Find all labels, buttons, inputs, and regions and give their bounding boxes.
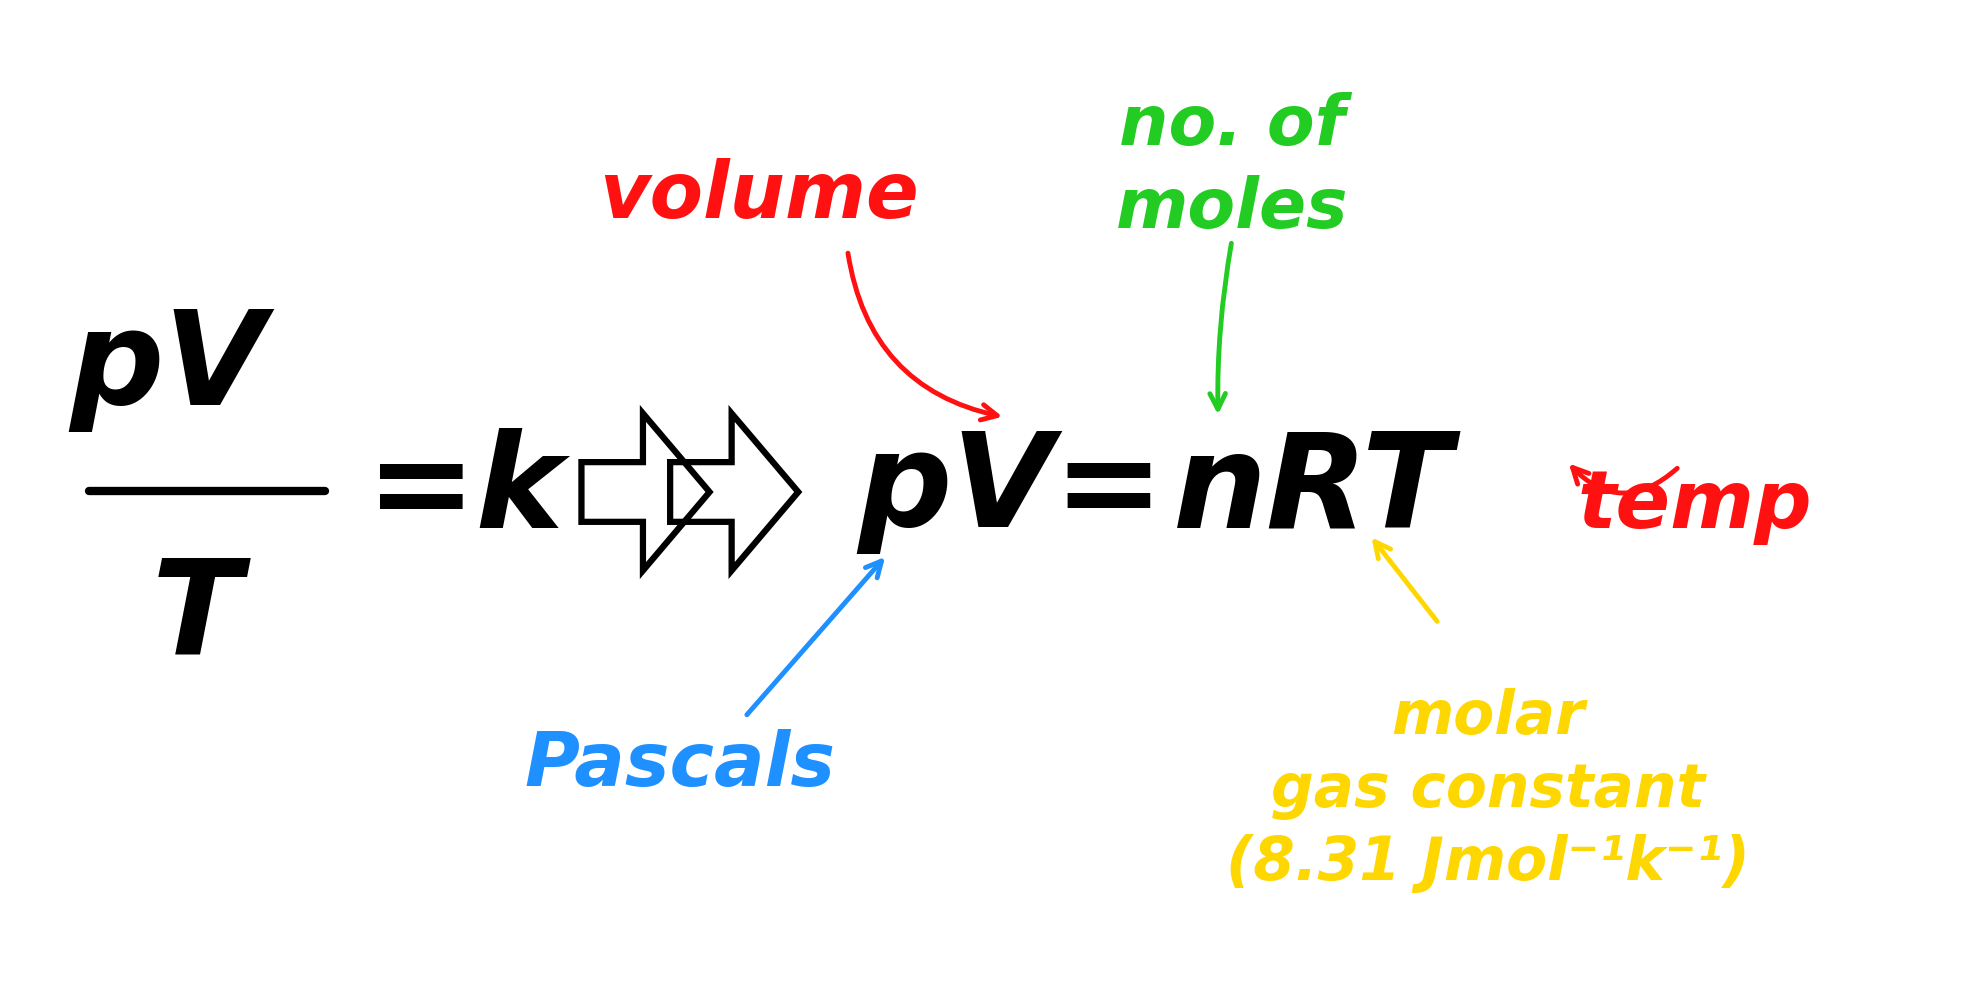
Text: pV: pV	[69, 305, 266, 432]
Text: temp: temp	[1577, 466, 1813, 545]
Text: molar
gas constant
(8.31 Jmol⁻¹k⁻¹): molar gas constant (8.31 Jmol⁻¹k⁻¹)	[1226, 688, 1750, 893]
Text: volume: volume	[599, 158, 918, 235]
Text: pV=: pV=	[857, 427, 1165, 555]
Text: =k: =k	[365, 427, 564, 555]
Text: no. of
moles: no. of moles	[1116, 92, 1348, 242]
Text: Pascals: Pascals	[524, 730, 836, 802]
Text: T: T	[152, 555, 242, 682]
Text: nRT: nRT	[1173, 427, 1453, 555]
